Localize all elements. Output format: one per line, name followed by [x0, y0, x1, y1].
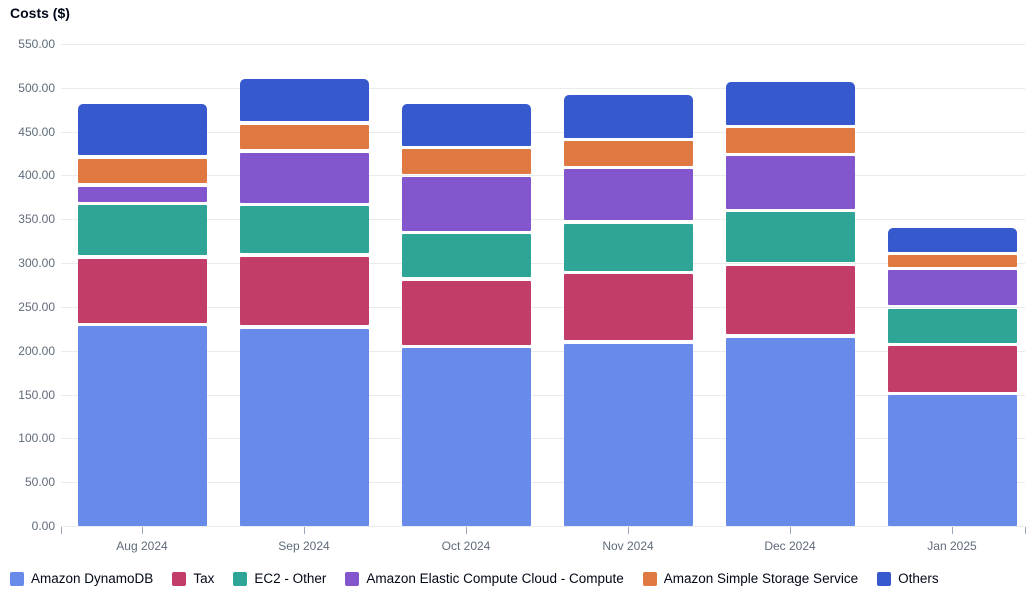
y-axis-tick-label: 0.00 — [31, 519, 55, 533]
legend-label: Amazon Simple Storage Service — [663, 571, 859, 586]
x-axis-tick — [304, 527, 305, 534]
bar-segment[interactable] — [239, 206, 369, 254]
gridline — [61, 482, 1025, 484]
bar-segment[interactable] — [77, 205, 207, 256]
bar-segment[interactable] — [77, 104, 207, 156]
bar-segment[interactable] — [77, 326, 207, 526]
legend-label: EC2 - Other — [254, 571, 327, 586]
gridline — [61, 131, 1025, 133]
x-axis-tick — [790, 527, 791, 534]
bar-segment[interactable] — [887, 395, 1017, 526]
legend-swatch-icon — [172, 571, 187, 586]
bar-segment[interactable] — [77, 258, 207, 323]
x-axis-tick — [628, 527, 629, 534]
chart-title: Costs ($) — [10, 5, 70, 21]
bar-segment[interactable] — [401, 103, 531, 146]
bar-segment[interactable] — [725, 212, 855, 263]
x-axis-tick-label: Aug 2024 — [116, 539, 168, 553]
bar-segment[interactable] — [401, 234, 531, 278]
x-axis-tick — [952, 527, 953, 534]
bar-segment[interactable] — [887, 228, 1017, 252]
bar-segment[interactable] — [725, 128, 855, 153]
legend-item[interactable]: Others — [877, 571, 939, 586]
y-axis-tick-label: 500.00 — [18, 80, 55, 95]
bar-segment[interactable] — [401, 280, 531, 345]
x-axis-edge-tick — [61, 527, 62, 534]
bar-segment[interactable] — [239, 152, 369, 203]
bar-segment[interactable] — [887, 308, 1017, 343]
bar-segment[interactable] — [563, 223, 693, 271]
bar-segment[interactable] — [563, 141, 693, 166]
bar-segment[interactable] — [725, 81, 855, 125]
bar-segment[interactable] — [239, 256, 369, 326]
y-axis-tick-label: 50.00 — [24, 475, 55, 490]
x-axis-tick-label: Sep 2024 — [278, 539, 330, 553]
bar-segment[interactable] — [887, 270, 1017, 306]
bar-segment[interactable] — [563, 94, 693, 138]
y-axis-tick-label: 400.00 — [18, 168, 55, 183]
y-axis-tick-label: 550.00 — [18, 37, 55, 51]
bar-segment[interactable] — [77, 186, 207, 202]
gridline — [61, 44, 1025, 45]
legend-swatch-icon — [233, 571, 248, 586]
legend-item[interactable]: Amazon Simple Storage Service — [642, 571, 859, 586]
bar-segment[interactable] — [563, 274, 693, 341]
bar-segment[interactable] — [239, 124, 369, 150]
bar-segment[interactable] — [887, 346, 1017, 392]
bar-segment[interactable] — [401, 348, 531, 526]
x-axis-tick — [466, 527, 467, 534]
bar-segment[interactable] — [887, 255, 1017, 267]
x-axis-edge-tick — [1025, 527, 1026, 534]
x-axis-tick-label: Dec 2024 — [764, 539, 816, 553]
gridline — [61, 438, 1025, 440]
gridline — [61, 394, 1025, 396]
legend-item[interactable]: EC2 - Other — [233, 571, 326, 586]
legend-item[interactable]: Amazon DynamoDB — [10, 571, 153, 586]
bar-segment[interactable] — [401, 149, 531, 174]
legend-item[interactable]: Amazon Elastic Compute Cloud - Compute — [345, 571, 624, 586]
y-axis-tick-label: 300.00 — [18, 256, 55, 271]
bar-segment[interactable] — [563, 343, 693, 526]
x-axis-tick-label: Nov 2024 — [602, 539, 654, 553]
legend-swatch-icon — [10, 571, 24, 586]
legend-label: Amazon Elastic Compute Cloud - Compute — [366, 571, 624, 586]
y-axis-tick-label: 200.00 — [18, 343, 55, 358]
bar-segment[interactable] — [725, 337, 855, 526]
gridline — [61, 306, 1025, 308]
x-axis-tick-label: Jan 2025 — [927, 539, 977, 553]
legend-swatch-icon — [345, 571, 360, 586]
legend-item[interactable]: Tax — [172, 571, 214, 586]
y-axis-tick-label: 450.00 — [18, 124, 55, 139]
legend-swatch-icon — [877, 571, 892, 586]
bar-segment[interactable] — [563, 169, 693, 221]
legend-label: Tax — [193, 571, 215, 586]
legend-label: Others — [898, 571, 939, 586]
gridline — [61, 526, 1025, 527]
bar-segment[interactable] — [239, 328, 369, 526]
bar-segment[interactable] — [725, 156, 855, 209]
y-axis-tick-label: 250.00 — [18, 299, 55, 314]
x-axis-tick-label: Oct 2024 — [441, 539, 491, 553]
y-axis-tick-label: 150.00 — [18, 387, 55, 402]
x-axis-tick — [142, 527, 143, 534]
gridline — [61, 219, 1025, 221]
y-axis-tick-label: 350.00 — [18, 212, 55, 227]
bar-segment[interactable] — [401, 177, 531, 231]
bar-segment[interactable] — [725, 265, 855, 335]
bar-segment[interactable] — [239, 79, 369, 122]
gridline — [61, 87, 1025, 89]
legend: Amazon DynamoDB Tax EC2 - Other Amazon Elas… — [10, 571, 1036, 586]
bar-segment[interactable] — [77, 158, 207, 184]
y-axis-tick-label: 100.00 — [18, 431, 55, 446]
gridline — [61, 350, 1025, 352]
legend-label: Amazon DynamoDB — [31, 571, 154, 586]
gridline — [61, 263, 1025, 265]
gridline — [61, 175, 1025, 177]
legend-swatch-icon — [642, 571, 657, 586]
